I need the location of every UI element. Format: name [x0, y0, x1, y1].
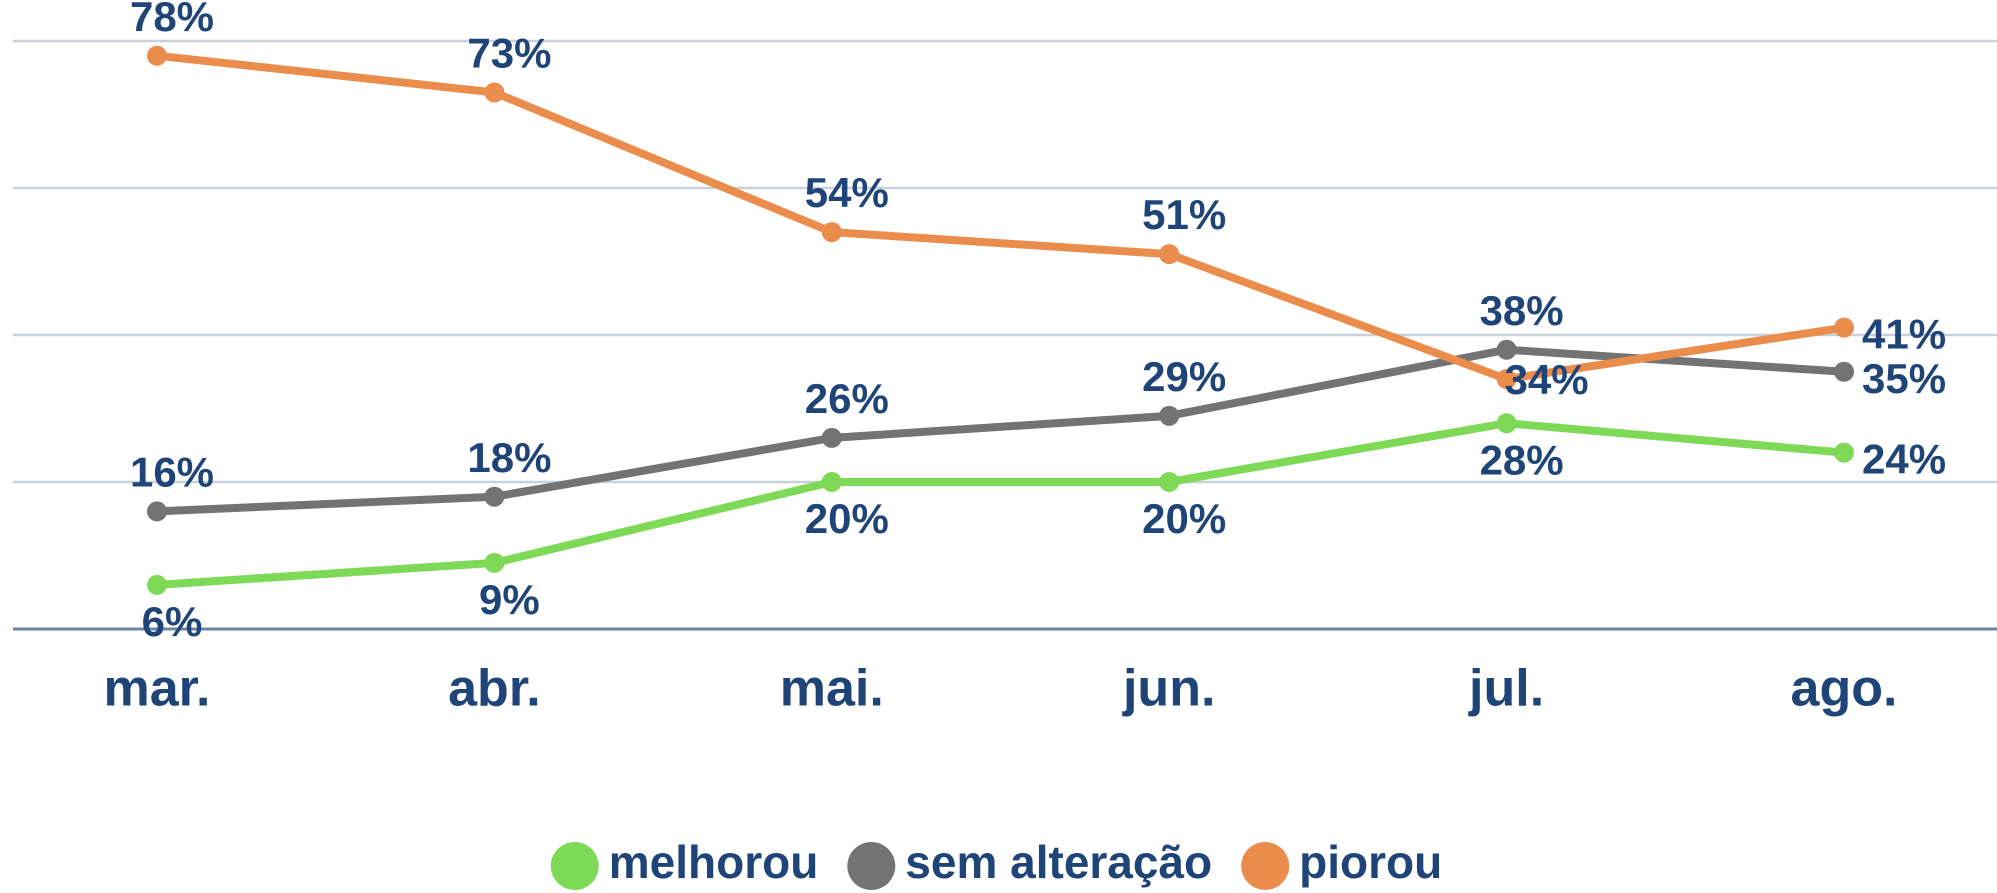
data-label: 51% — [1142, 191, 1226, 238]
data-label: 54% — [805, 169, 889, 216]
legend-label: sem alteração — [905, 836, 1212, 888]
data-point — [484, 486, 505, 507]
data-point — [147, 501, 167, 522]
data-point — [147, 574, 167, 595]
data-point — [1496, 369, 1517, 390]
data-point — [1159, 244, 1180, 265]
data-label: 6% — [142, 598, 203, 645]
series-line — [156, 419, 1845, 589]
legend-marker — [550, 842, 599, 890]
data-point — [1159, 405, 1180, 426]
legend-marker — [1241, 842, 1290, 890]
data-point — [1496, 339, 1517, 360]
data-label: 41% — [1862, 311, 1946, 358]
series-line — [156, 51, 1845, 384]
data-label: 28% — [1480, 436, 1564, 483]
data-label: 24% — [1862, 436, 1946, 483]
data-label: 29% — [1142, 353, 1226, 400]
data-point — [484, 82, 505, 103]
series-line — [156, 345, 1845, 516]
data-point — [821, 222, 842, 243]
data-label: 9% — [479, 576, 540, 623]
legend-label: melhorou — [609, 836, 819, 888]
data-label: 35% — [1862, 355, 1946, 402]
data-point — [1159, 472, 1180, 492]
data-label: 20% — [805, 495, 889, 542]
x-tick-label: mai. — [780, 660, 884, 718]
legend-marker — [847, 842, 896, 890]
data-label: 20% — [1142, 495, 1226, 542]
data-label: 78% — [130, 0, 214, 40]
x-tick-label: abr. — [448, 660, 541, 718]
data-label: 16% — [130, 448, 214, 495]
data-point — [1834, 361, 1854, 382]
data-point — [1496, 413, 1517, 434]
data-point — [1834, 442, 1854, 463]
legend-label: piorou — [1299, 836, 1442, 888]
x-tick-label: jun. — [1122, 660, 1215, 718]
data-label: 26% — [805, 375, 889, 422]
data-point — [147, 45, 167, 66]
data-point — [821, 472, 842, 492]
x-tick-label: jul. — [1468, 660, 1544, 718]
data-label: 34% — [1505, 356, 1589, 403]
data-label: 18% — [467, 434, 551, 481]
x-tick-label: ago. — [1791, 660, 1898, 718]
data-point — [484, 552, 505, 573]
x-tick-label: mar. — [104, 660, 211, 718]
data-point — [1834, 317, 1854, 338]
data-label: 38% — [1480, 287, 1564, 334]
data-point — [821, 427, 842, 448]
data-label: 73% — [467, 30, 551, 77]
